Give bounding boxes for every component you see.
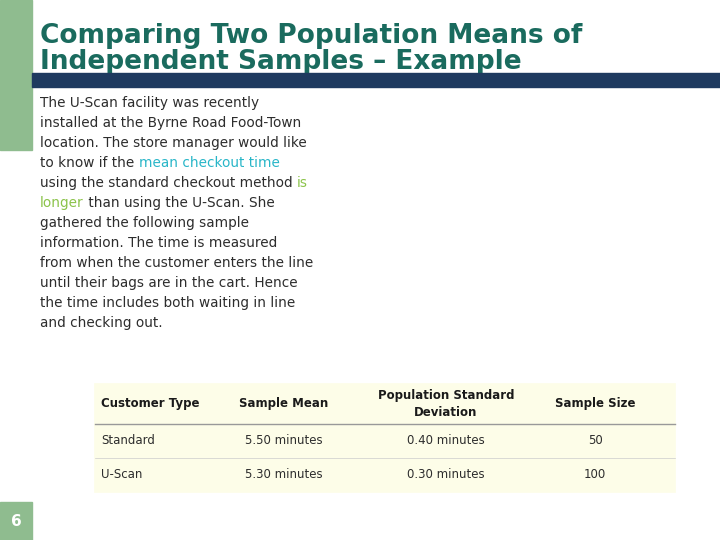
Bar [32, 73, 720, 87]
Text: 5.30 minutes: 5.30 minutes [245, 469, 323, 482]
Text: 100: 100 [584, 469, 606, 482]
Bar [0, 502, 32, 540]
Text: Independent Samples – Example: Independent Samples – Example [40, 49, 521, 75]
Text: Standard: Standard [101, 435, 155, 448]
Text: and checking out.: and checking out. [40, 316, 163, 330]
Text: until their bags are in the cart. Hence: until their bags are in the cart. Hence [40, 276, 297, 290]
Text: location. The store manager would like: location. The store manager would like [40, 136, 307, 150]
Text: 0.30 minutes: 0.30 minutes [407, 469, 485, 482]
Bar [95, 384, 675, 492]
Text: 0.40 minutes: 0.40 minutes [407, 435, 485, 448]
Text: from when the customer enters the line: from when the customer enters the line [40, 256, 313, 270]
Text: Population Standard
Deviation: Population Standard Deviation [378, 389, 514, 418]
Bar [0, 0, 32, 150]
Text: the time includes both waiting in line: the time includes both waiting in line [40, 296, 295, 310]
Text: U-Scan: U-Scan [101, 469, 143, 482]
Text: to know if the: to know if the [40, 156, 139, 170]
Text: 6: 6 [11, 514, 22, 529]
Text: installed at the Byrne Road Food-Town: installed at the Byrne Road Food-Town [40, 116, 301, 130]
Text: Sample Size: Sample Size [555, 397, 636, 410]
Text: information. The time is measured: information. The time is measured [40, 236, 277, 250]
Text: than using the U-Scan. She: than using the U-Scan. She [84, 196, 274, 210]
Text: Customer Type: Customer Type [101, 397, 199, 410]
Text: Comparing Two Population Means of: Comparing Two Population Means of [40, 23, 582, 49]
Text: mean checkout time: mean checkout time [139, 156, 279, 170]
Text: Sample Mean: Sample Mean [239, 397, 328, 410]
Text: gathered the following sample: gathered the following sample [40, 216, 249, 230]
Text: using the standard checkout method: using the standard checkout method [40, 176, 297, 190]
Text: longer: longer [40, 196, 84, 210]
Text: 50: 50 [588, 435, 603, 448]
Text: is: is [297, 176, 308, 190]
Text: 5.50 minutes: 5.50 minutes [245, 435, 323, 448]
Text: The U-Scan facility was recently: The U-Scan facility was recently [40, 96, 259, 110]
